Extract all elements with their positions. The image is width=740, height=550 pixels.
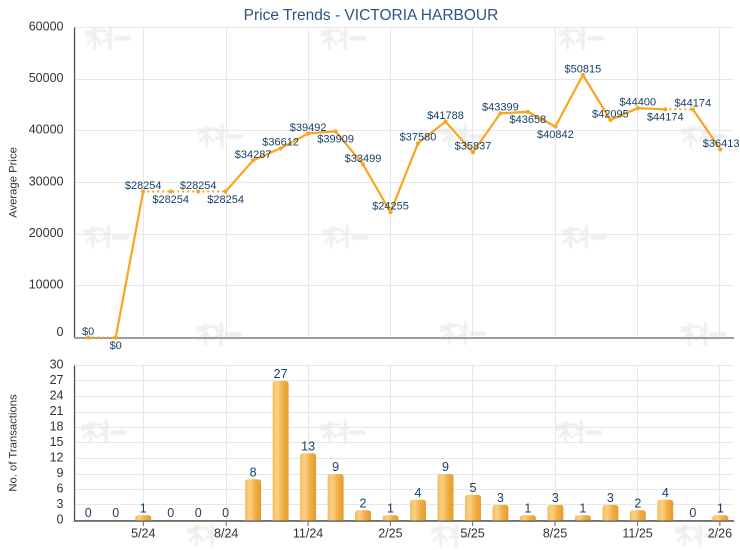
- svg-text:$0: $0: [110, 340, 122, 352]
- svg-text:$39492: $39492: [290, 122, 327, 134]
- svg-text:$34287: $34287: [235, 149, 272, 161]
- svg-text:$40842: $40842: [537, 129, 574, 141]
- svg-text:1: 1: [579, 502, 586, 516]
- svg-text:18: 18: [50, 419, 64, 433]
- svg-text:0: 0: [85, 506, 92, 520]
- svg-text:$41788: $41788: [427, 110, 464, 122]
- svg-text:$28254: $28254: [125, 180, 162, 192]
- svg-text:3: 3: [497, 491, 504, 505]
- svg-text:$35837: $35837: [455, 141, 492, 153]
- svg-text:30000: 30000: [29, 174, 64, 188]
- svg-text:0: 0: [222, 506, 229, 520]
- svg-text:0: 0: [57, 325, 64, 339]
- svg-text:27: 27: [274, 367, 288, 381]
- svg-text:5/25: 5/25: [460, 527, 484, 541]
- svg-text:9: 9: [442, 460, 449, 474]
- svg-text:1: 1: [524, 502, 531, 516]
- svg-text:2: 2: [634, 496, 641, 510]
- svg-text:8/24: 8/24: [214, 527, 238, 541]
- svg-text:0: 0: [689, 506, 696, 520]
- svg-text:$43399: $43399: [482, 102, 519, 114]
- svg-text:6: 6: [57, 481, 64, 495]
- svg-text:$28254: $28254: [207, 194, 244, 206]
- svg-text:8/25: 8/25: [543, 527, 567, 541]
- svg-text:13: 13: [301, 440, 315, 454]
- svg-text:$28254: $28254: [152, 194, 189, 206]
- svg-text:11/24: 11/24: [293, 527, 323, 541]
- svg-text:4: 4: [415, 486, 422, 500]
- svg-text:0: 0: [195, 506, 202, 520]
- svg-text:Average Price: Average Price: [8, 147, 20, 218]
- svg-text:5/24: 5/24: [131, 527, 155, 541]
- svg-text:$39909: $39909: [317, 134, 354, 146]
- svg-text:2: 2: [360, 496, 367, 510]
- svg-text:27: 27: [50, 373, 64, 387]
- svg-text:15: 15: [50, 435, 64, 449]
- svg-text:8: 8: [250, 465, 257, 479]
- svg-text:$44400: $44400: [619, 97, 656, 109]
- svg-text:3: 3: [552, 491, 559, 505]
- svg-text:$42095: $42095: [592, 108, 629, 120]
- svg-text:9: 9: [332, 460, 339, 474]
- svg-text:0: 0: [167, 506, 174, 520]
- svg-text:$36413: $36413: [703, 138, 740, 150]
- svg-text:30: 30: [50, 357, 64, 371]
- svg-text:11/25: 11/25: [622, 527, 652, 541]
- svg-text:$50815: $50815: [565, 63, 602, 75]
- svg-text:1: 1: [717, 502, 724, 516]
- svg-text:4: 4: [662, 486, 669, 500]
- svg-text:$44174: $44174: [674, 98, 711, 110]
- svg-text:$44174: $44174: [647, 112, 684, 124]
- svg-text:60000: 60000: [29, 19, 64, 33]
- svg-text:$28254: $28254: [180, 180, 217, 192]
- svg-text:$36612: $36612: [262, 137, 299, 149]
- svg-text:0: 0: [112, 506, 119, 520]
- svg-text:40000: 40000: [29, 123, 64, 137]
- svg-text:1: 1: [140, 502, 147, 516]
- svg-text:2/25: 2/25: [378, 527, 402, 541]
- svg-text:$33499: $33499: [345, 153, 382, 165]
- svg-text:50000: 50000: [29, 71, 64, 85]
- svg-text:1: 1: [387, 502, 394, 516]
- svg-text:Price Trends - VICTORIA HARBOU: Price Trends - VICTORIA HARBOUR: [244, 7, 499, 24]
- svg-text:$0: $0: [82, 326, 94, 338]
- svg-text:$24255: $24255: [372, 201, 409, 213]
- svg-text:3: 3: [607, 491, 614, 505]
- svg-text:21: 21: [50, 404, 64, 418]
- svg-text:24: 24: [50, 388, 64, 402]
- svg-text:10000: 10000: [29, 278, 64, 292]
- svg-text:12: 12: [50, 450, 64, 464]
- svg-text:20000: 20000: [29, 226, 64, 240]
- svg-text:9: 9: [57, 466, 64, 480]
- svg-text:0: 0: [57, 512, 64, 526]
- svg-text:$43658: $43658: [510, 114, 547, 126]
- svg-text:5: 5: [470, 481, 477, 495]
- svg-text:No. of Transactions: No. of Transactions: [8, 394, 20, 492]
- svg-text:3: 3: [57, 497, 64, 511]
- svg-text:$37580: $37580: [400, 132, 437, 144]
- svg-text:2/26: 2/26: [708, 527, 732, 541]
